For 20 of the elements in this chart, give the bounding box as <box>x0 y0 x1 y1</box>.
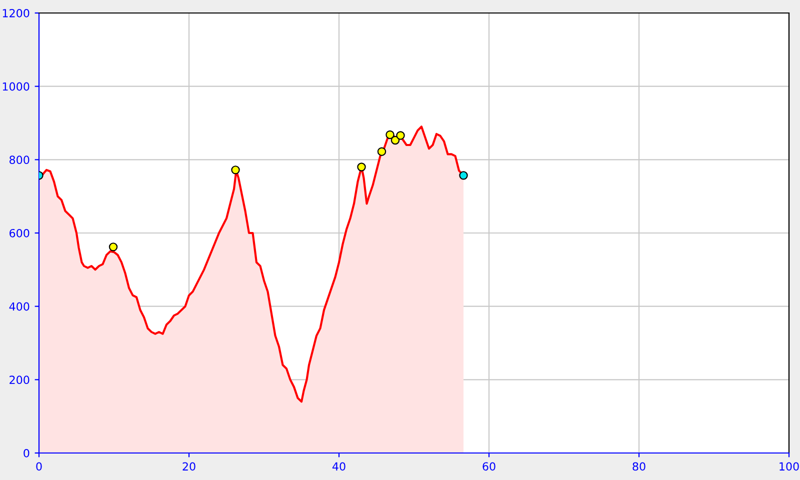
y-tick-label: 400 <box>9 302 30 311</box>
x-tick-label: 80 <box>632 462 646 471</box>
x-tick-label: 20 <box>182 462 196 471</box>
point <box>396 131 405 140</box>
point <box>386 130 394 140</box>
y-tick-label: 600 <box>10 228 30 238</box>
y-tick-label: 0 <box>24 448 30 458</box>
point <box>231 166 240 174</box>
point <box>108 242 118 252</box>
point <box>377 147 386 156</box>
point <box>390 136 400 145</box>
x-tick-label: 100 <box>780 462 799 471</box>
point <box>357 162 366 172</box>
y-tick-label: 200 <box>10 376 30 384</box>
x-tick-label: 60 <box>482 462 496 471</box>
x-tick-label: 0 <box>36 462 42 471</box>
y-tick-label: 1000 <box>2 82 30 91</box>
x-tick-label: 40 <box>332 462 346 471</box>
y-tick-label: 800 <box>10 156 30 164</box>
y-tick-label: 1200 <box>2 8 30 18</box>
